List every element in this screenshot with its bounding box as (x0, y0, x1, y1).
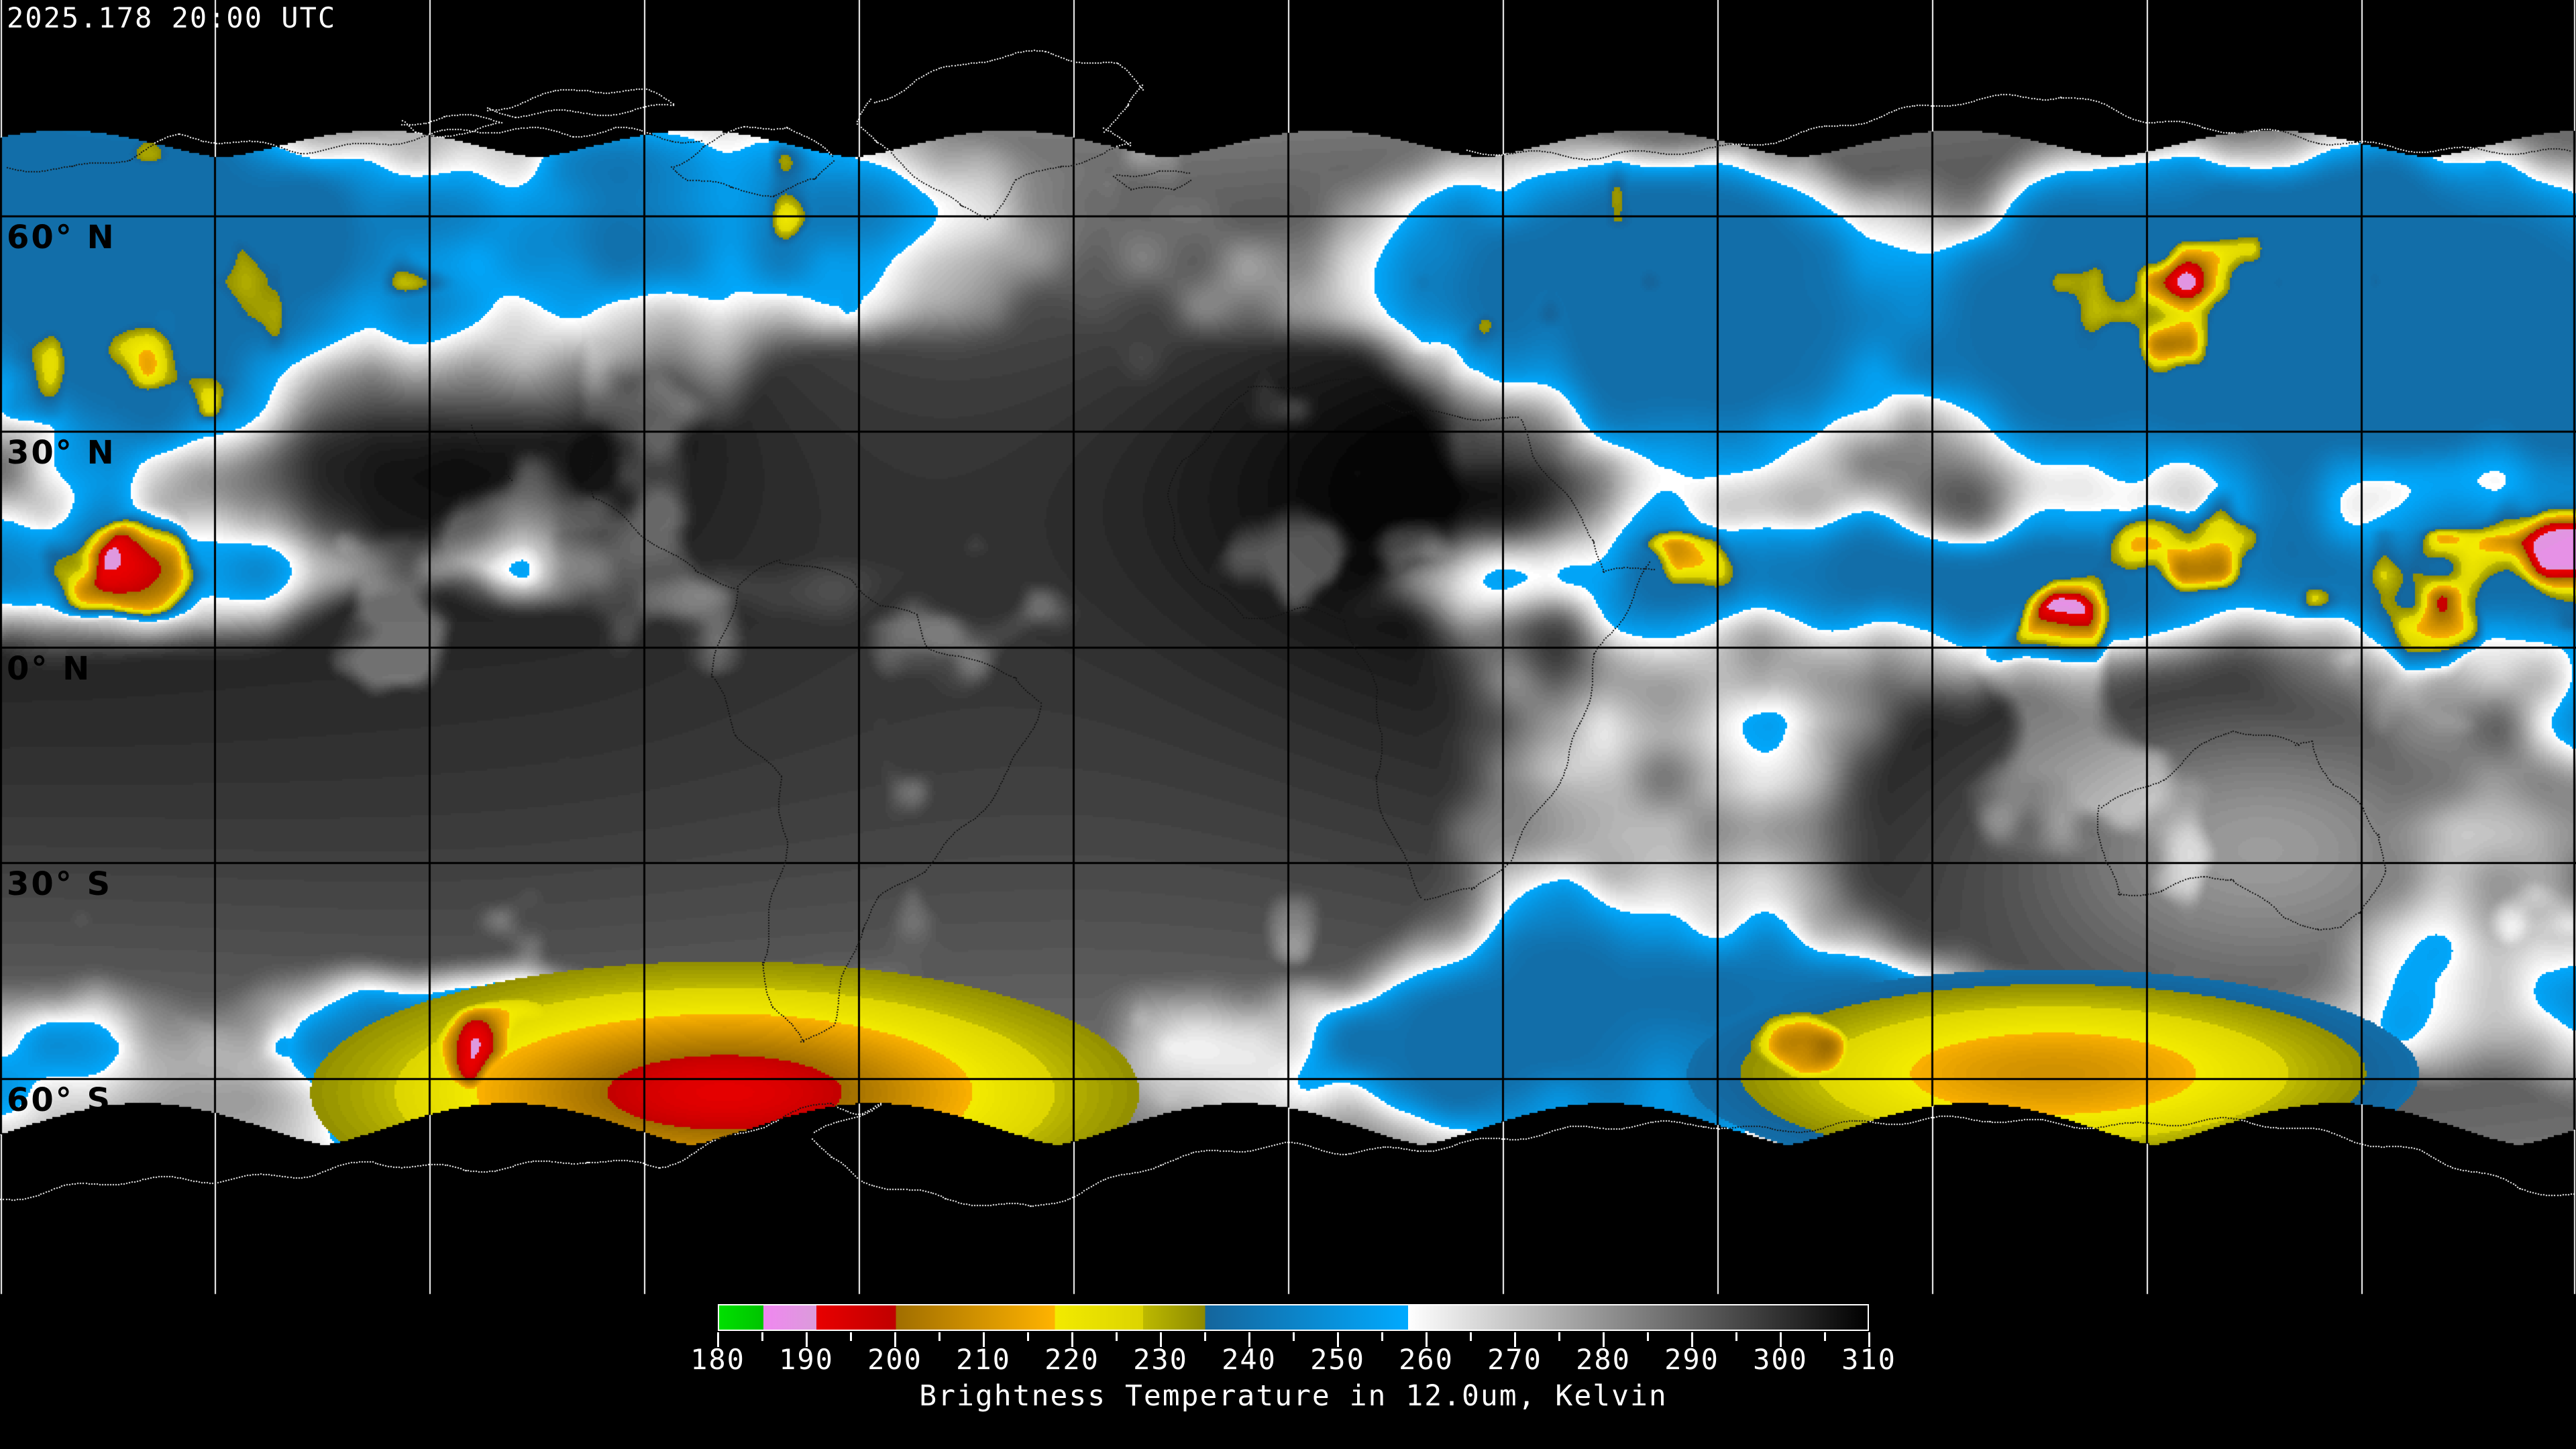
colorbar-tick (1027, 1332, 1029, 1341)
colorbar-tick (717, 1332, 719, 1347)
colorbar-tick-label: 290 (1664, 1343, 1719, 1376)
colorbar-tick (761, 1332, 763, 1341)
timestamp-label: 2025.178 20:00 UTC (7, 1, 337, 34)
latitude-label: 30° N (7, 434, 116, 472)
colorbar-tick (1071, 1332, 1073, 1347)
colorbar-tick (894, 1332, 896, 1347)
colorbar-title: Brightness Temperature in 12.0um, Kelvin (919, 1379, 1668, 1413)
colorbar-tick-label: 310 (1841, 1343, 1896, 1376)
colorbar-tick (983, 1332, 985, 1347)
colorbar-tick (1603, 1332, 1605, 1347)
colorbar-tick (1558, 1332, 1560, 1341)
colorbar-tick (1337, 1332, 1339, 1347)
colorbar-tick-label: 200 (867, 1343, 922, 1376)
colorbar-tick-label: 260 (1399, 1343, 1454, 1376)
latitude-label: 0° N (7, 650, 92, 688)
colorbar-tick-label: 250 (1310, 1343, 1365, 1376)
colorbar-tick-label: 220 (1044, 1343, 1099, 1376)
colorbar-tick (1824, 1332, 1826, 1341)
colorbar-tick-label: 300 (1753, 1343, 1808, 1376)
latitude-label: 30° S (7, 865, 113, 903)
colorbar-tick (1868, 1332, 1870, 1347)
colorbar-tick (1514, 1332, 1516, 1347)
colorbar-tick (1470, 1332, 1472, 1341)
colorbar-tick-label: 240 (1222, 1343, 1277, 1376)
colorbar-tick (1735, 1332, 1737, 1341)
colorbar-tick (1160, 1332, 1162, 1347)
colorbar-tick (1381, 1332, 1383, 1341)
colorbar-tick (850, 1332, 852, 1341)
colorbar-tick (1647, 1332, 1649, 1341)
latitude-label: 60° S (7, 1081, 113, 1119)
colorbar-tick (1116, 1332, 1118, 1341)
colorbar-tick-label: 210 (956, 1343, 1011, 1376)
colorbar-gradient (719, 1305, 1868, 1330)
colorbar-tick-label: 190 (779, 1343, 834, 1376)
colorbar-tick (938, 1332, 941, 1341)
colorbar-tick (1248, 1332, 1250, 1347)
colorbar-tick (806, 1332, 808, 1347)
colorbar-tick (1293, 1332, 1295, 1341)
colorbar-tick-label: 270 (1487, 1343, 1542, 1376)
colorbar-tick (1780, 1332, 1782, 1347)
colorbar (718, 1304, 1869, 1331)
colorbar-tick-label: 230 (1133, 1343, 1188, 1376)
latitude-label: 60° N (7, 219, 116, 256)
colorbar-tick-label: 280 (1576, 1343, 1631, 1376)
colorbar-tick (1204, 1332, 1206, 1341)
colorbar-tick (1691, 1332, 1693, 1347)
colorbar-tick (1426, 1332, 1428, 1347)
colorbar-tick-label: 180 (690, 1343, 745, 1376)
